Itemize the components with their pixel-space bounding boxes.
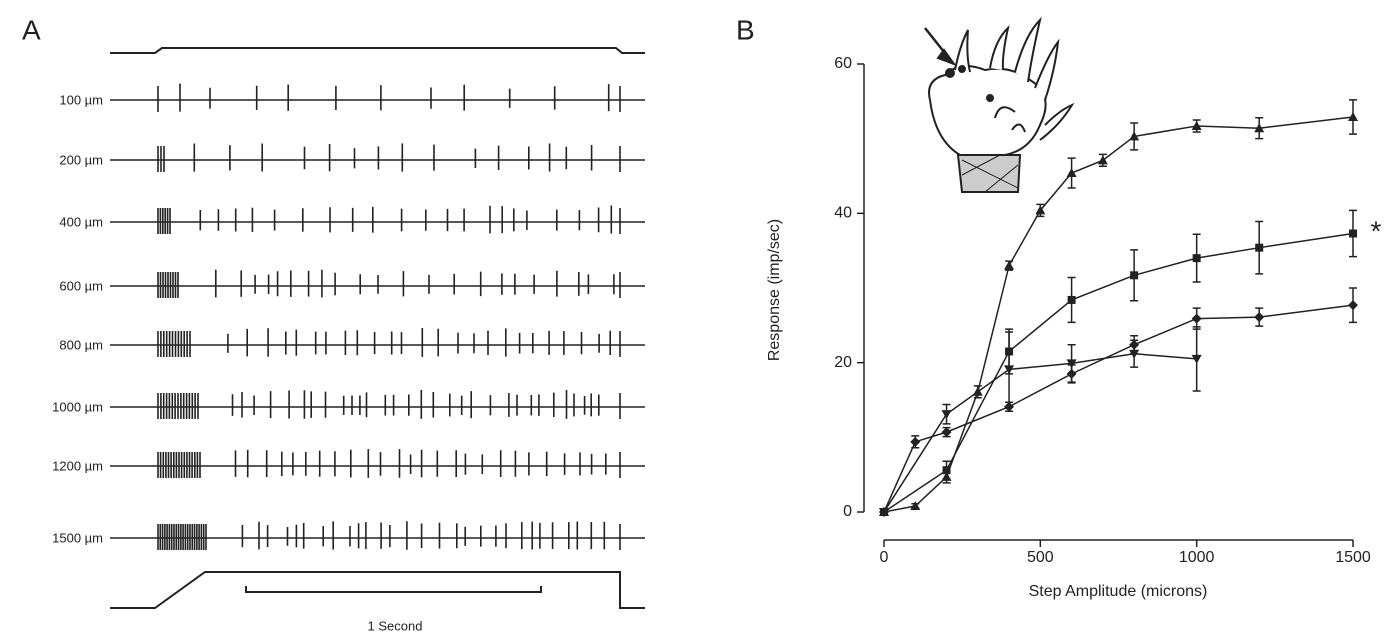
marker: [941, 410, 952, 420]
marker: [1004, 365, 1015, 375]
x-axis-label: Step Amplitude (microns): [1029, 583, 1208, 600]
marker: [1254, 312, 1265, 323]
y-tick-label: 0: [843, 503, 852, 520]
trace-label: 1200 µm: [52, 458, 103, 473]
marker: [910, 436, 921, 447]
marker: [910, 501, 921, 511]
x-tick-label: 500: [1027, 549, 1054, 566]
marker: [879, 508, 889, 517]
trace-label: 100 µm: [59, 92, 103, 107]
series-line: [883, 116, 1354, 513]
x-tick-label: 0: [880, 549, 889, 566]
trace-label: 200 µm: [59, 152, 103, 167]
marker: [1130, 271, 1139, 280]
trace-label: 600 µm: [59, 278, 103, 293]
inset-drawing: [924, 16, 1075, 193]
series-line: [883, 232, 1354, 513]
y-tick-label: 20: [834, 354, 852, 371]
annotation: *: [1371, 215, 1382, 246]
series-line: [883, 352, 1197, 513]
marker: [1348, 112, 1358, 122]
traces: 100 µm 200 µm 400 µm 600 µm 800 µm 1000 µm 120…: [52, 83, 645, 550]
y-tick-label: 40: [834, 205, 852, 222]
marker: [1191, 313, 1202, 324]
marker: [1191, 120, 1202, 130]
stimulus-top: [110, 47, 645, 54]
marker: [1066, 359, 1077, 369]
spike-trace: [110, 205, 645, 234]
trace-label: 1500 µm: [52, 530, 103, 545]
spike-trace: [110, 83, 645, 112]
trace-label: 400 µm: [59, 214, 103, 229]
stimulus-ramp: [110, 571, 645, 609]
marker: [1067, 295, 1076, 304]
scale-bar: [245, 586, 542, 593]
marker: [1066, 168, 1077, 178]
marker: [942, 466, 951, 475]
marker: [1129, 349, 1140, 359]
marker: [1004, 260, 1015, 270]
x-tick-label: 1500: [1335, 549, 1371, 566]
spike-trace: [110, 143, 645, 172]
marker: [1349, 229, 1357, 238]
scale-bar-label: 1 Second: [368, 618, 423, 633]
marker: [1348, 300, 1358, 311]
y-axis-label: Response (imp/sec): [766, 219, 783, 361]
spike-trace: [110, 521, 645, 550]
marker: [1129, 131, 1140, 141]
marker: [1191, 354, 1202, 364]
panel-label: B: [736, 14, 755, 45]
spike-trace: [110, 390, 645, 419]
marker: [1254, 123, 1265, 133]
trace-label: 800 µm: [59, 337, 103, 352]
y-tick-label: 60: [834, 55, 852, 72]
spike-trace: [110, 449, 645, 478]
marker: [1255, 243, 1264, 252]
marker: [1192, 254, 1201, 263]
spike-trace: [110, 328, 645, 357]
spike-trace: [110, 269, 645, 298]
marker: [1097, 155, 1108, 165]
marker: [1035, 205, 1046, 215]
panel-label: A: [22, 14, 41, 45]
x-tick-label: 1000: [1179, 549, 1215, 566]
trace-label: 1000 µm: [52, 399, 103, 414]
marker: [941, 427, 952, 438]
